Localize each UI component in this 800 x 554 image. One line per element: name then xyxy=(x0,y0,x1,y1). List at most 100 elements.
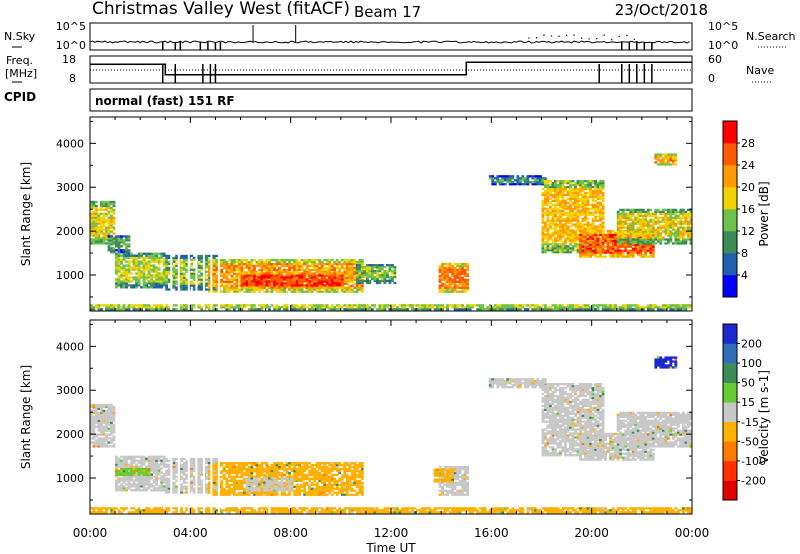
data-cell xyxy=(240,288,244,291)
data-cell xyxy=(298,308,301,311)
data-cell xyxy=(212,266,216,270)
data-cell xyxy=(97,228,101,231)
data-cell xyxy=(569,219,572,222)
data-cell xyxy=(230,260,234,264)
data-cell xyxy=(591,181,595,185)
data-cell xyxy=(305,272,309,275)
data-cell xyxy=(556,193,560,197)
data-cell xyxy=(614,241,618,244)
data-cell xyxy=(142,268,146,271)
data-cell xyxy=(689,240,693,243)
data-cell xyxy=(644,306,648,309)
data-cell xyxy=(105,236,108,239)
data-cell xyxy=(564,237,567,240)
data-cell xyxy=(403,308,407,311)
nsearch-dot xyxy=(595,37,598,40)
data-cell xyxy=(639,232,643,235)
data-cell xyxy=(674,157,678,160)
data-cell xyxy=(333,306,337,309)
data-cell xyxy=(614,249,618,252)
data-cell xyxy=(220,284,224,287)
data-cell xyxy=(584,249,587,252)
data-cell xyxy=(611,247,615,250)
data-cell xyxy=(589,233,592,237)
data-cell xyxy=(541,251,545,254)
data-cell xyxy=(360,266,364,269)
data-cell xyxy=(120,489,123,492)
data-cell xyxy=(654,155,658,158)
data-cell xyxy=(586,195,590,199)
data-cell xyxy=(443,290,447,293)
data-cell xyxy=(258,258,261,262)
data-cell xyxy=(288,284,291,287)
data-cell xyxy=(95,433,98,436)
data-cell xyxy=(679,216,683,219)
data-cell xyxy=(100,206,103,210)
data-cell xyxy=(458,268,462,272)
data-cell xyxy=(368,308,372,311)
data-cell xyxy=(566,217,570,220)
data-cell xyxy=(167,280,171,283)
data-cell xyxy=(295,266,299,270)
data-cell xyxy=(546,209,550,212)
data-cell xyxy=(260,266,264,270)
data-cell xyxy=(536,175,540,178)
data-cell xyxy=(576,189,580,193)
data-cell xyxy=(611,243,615,246)
data-cell xyxy=(127,280,131,283)
data-cell xyxy=(594,219,597,222)
data-cell xyxy=(207,288,211,291)
data-cell xyxy=(656,153,660,156)
data-cell xyxy=(654,222,658,225)
data-cell xyxy=(107,200,111,204)
data-cell xyxy=(664,306,668,309)
data-cell xyxy=(679,304,683,307)
data-cell xyxy=(591,219,595,222)
data-cell xyxy=(230,268,234,272)
data-cell xyxy=(393,267,397,271)
data-cell xyxy=(601,231,605,235)
data-cell xyxy=(584,219,587,222)
data-cell xyxy=(616,216,620,219)
data-cell xyxy=(288,276,291,279)
data-cell xyxy=(200,280,204,283)
data-cell xyxy=(135,284,138,287)
data-cell xyxy=(248,266,251,270)
data-cell xyxy=(574,241,577,244)
data-cell xyxy=(659,238,663,241)
data-cell xyxy=(180,284,184,287)
data-cell xyxy=(559,195,562,199)
data-cell xyxy=(325,258,329,262)
data-cell xyxy=(255,288,259,291)
data-cell xyxy=(574,205,577,208)
data-cell xyxy=(235,288,239,291)
data-cell xyxy=(656,240,660,243)
data-cell xyxy=(664,228,668,231)
data-cell xyxy=(107,411,111,415)
data-cell xyxy=(95,409,98,413)
missing-data-gap xyxy=(195,118,198,310)
nsearch-dot xyxy=(618,35,620,38)
data-cell xyxy=(240,286,244,289)
data-cell xyxy=(456,306,460,309)
data-cell xyxy=(100,226,103,229)
data-cell xyxy=(636,243,640,246)
data-cell xyxy=(185,306,189,309)
data-cell xyxy=(105,409,108,413)
data-cell xyxy=(644,230,648,233)
data-cell xyxy=(122,485,126,488)
data-cell xyxy=(115,457,118,460)
data-cell xyxy=(493,304,497,307)
data-cell xyxy=(300,280,304,283)
data-cell xyxy=(120,235,123,238)
data-cell xyxy=(295,258,299,262)
data-cell xyxy=(288,270,291,274)
data-cell xyxy=(293,268,296,272)
data-cell xyxy=(609,237,613,240)
data-cell xyxy=(225,270,229,274)
data-cell xyxy=(661,216,665,219)
data-cell xyxy=(120,254,123,257)
data-cell xyxy=(363,308,367,311)
data-cell xyxy=(225,308,229,311)
data-cell xyxy=(649,232,653,235)
